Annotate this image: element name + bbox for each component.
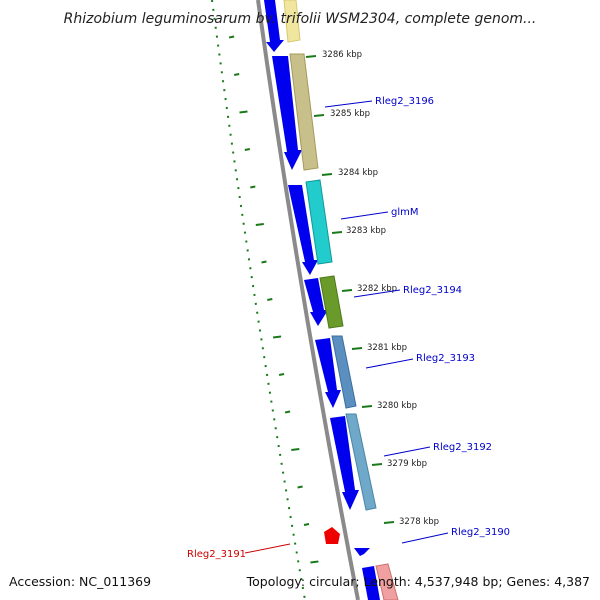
gc-dash [278,373,285,376]
gc-dash [250,185,256,189]
gc-dash [255,223,264,226]
gene-bar [289,53,319,171]
tick-mark [331,231,343,234]
gene-label-rleg2-3192[interactable]: Rleg2_3192 [433,442,492,453]
gene-color-ring [283,0,399,600]
cds-arrow [304,278,328,326]
tick-mark [361,405,373,408]
gene-bar [345,413,377,511]
tick-mark [383,521,395,524]
gene-labels: Rleg2_3196 glmM Rleg2_3194 Rleg2_3193 Rl… [187,96,510,560]
cds-arrow [354,548,370,556]
gc-dash [284,410,291,414]
gc-dash [239,110,248,114]
tick-label-3286: 3286 kbp [322,50,362,60]
cds-arrow [288,185,318,275]
gc-dash [228,35,235,39]
tick-mark [305,55,317,58]
genome-backbone [256,0,360,600]
gene-label-rleg2-3196[interactable]: Rleg2_3196 [375,96,434,107]
gc-dash [310,560,319,564]
tick-label-3283: 3283 kbp [346,226,386,236]
gene-bar [331,335,357,409]
gc-dash [303,523,310,526]
leader-line [401,532,449,544]
leader-line [365,358,414,369]
leader-line [324,100,373,108]
gc-dash [244,148,250,151]
gc-skew-dashes [228,35,319,564]
map-title: Rhizobium leguminosarum bv. trifolii WSM… [64,11,537,27]
cds-arrow [264,0,284,52]
gene-label-rleg2-3190[interactable]: Rleg2_3190 [451,527,510,538]
tick-mark [313,114,325,117]
gc-dash [272,335,282,339]
leader-line [340,211,389,220]
kbp-ticks: 3286 kbp 3285 kbp 3284 kbp 3283 kbp 3282… [305,50,439,527]
gene-label-rleg2-3193[interactable]: Rleg2_3193 [416,353,475,364]
gene-label-glmm[interactable]: glmM [391,207,419,218]
accession-label: Accession: NC_011369 [9,574,151,589]
gc-dash [261,260,267,264]
tick-label-3278: 3278 kbp [399,517,439,527]
tick-mark [351,347,363,350]
gc-dash [291,448,300,451]
gene-label-rleg2-3191[interactable]: Rleg2_3191 [187,549,246,560]
leader-line [383,446,431,457]
gene-bar [375,563,399,600]
tick-mark [321,173,333,176]
tick-label-3279: 3279 kbp [387,459,427,469]
gc-dash [267,298,273,301]
reverse-strand-feature [324,527,340,544]
tick-label-3285: 3285 kbp [330,109,370,119]
gc-dash [297,485,303,489]
tick-label-3281: 3281 kbp [367,343,407,353]
cds-arrow [315,338,341,408]
cds-ring [264,0,380,600]
tick-mark [341,289,353,292]
tick-label-3282: 3282 kbp [357,284,397,294]
genome-summary: Topology: circular; Length: 4,537,948 bp… [246,574,590,589]
leader-line [353,289,401,298]
cds-arrow [272,56,302,170]
tick-mark [371,463,383,466]
cds-arrow [330,416,359,510]
gene-label-rleg2-3194[interactable]: Rleg2_3194 [403,285,462,296]
gene-bar [305,179,333,265]
leader-line [244,543,291,554]
tick-label-3280: 3280 kbp [377,401,417,411]
tick-label-3284: 3284 kbp [338,168,378,178]
gc-dash [234,73,240,76]
gene-bar [319,275,344,329]
cds-arrow [362,566,380,600]
gene-bar [283,0,301,43]
